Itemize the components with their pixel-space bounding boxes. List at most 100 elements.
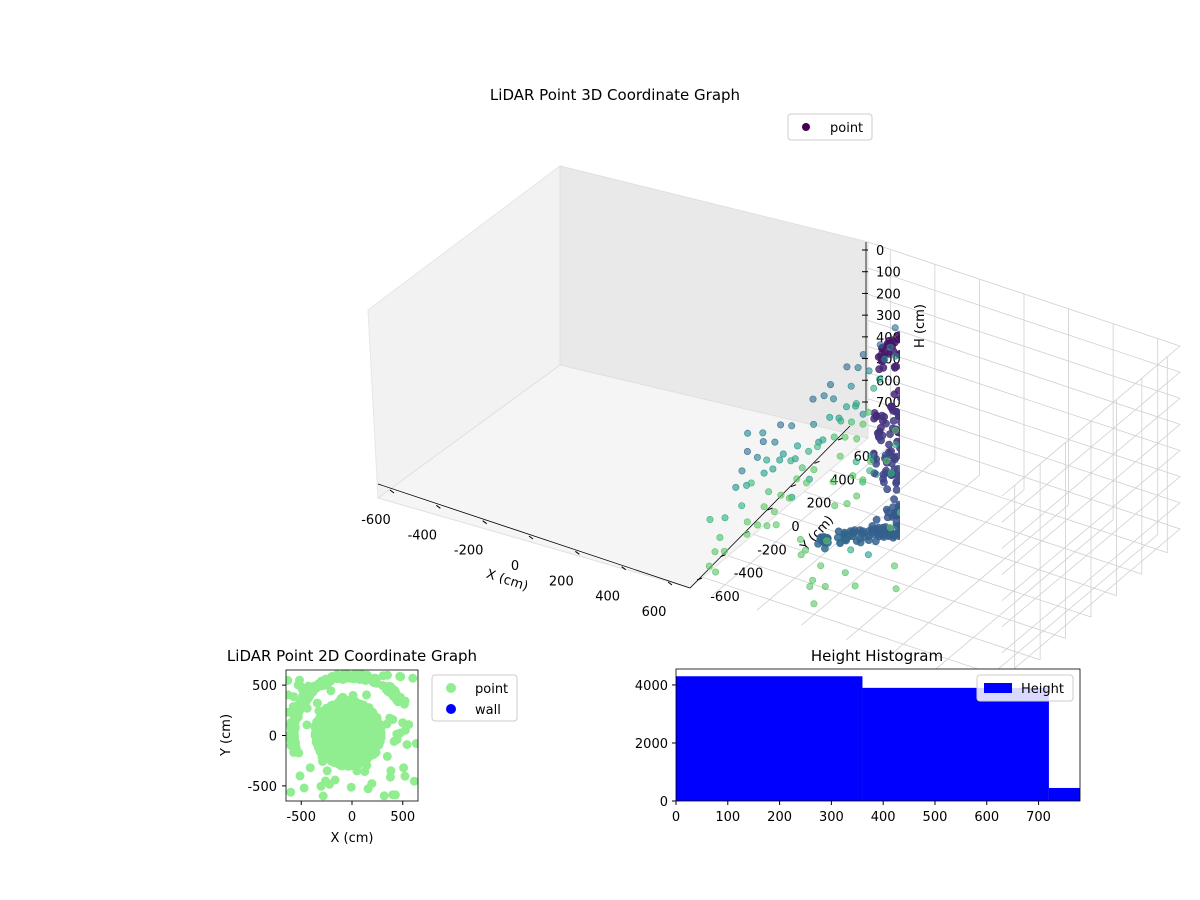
point-2d <box>312 698 322 708</box>
point-3d <box>922 506 929 513</box>
point-3d <box>810 420 818 428</box>
point-3d <box>904 500 911 507</box>
point-3d <box>910 500 917 507</box>
point-3d <box>912 508 919 515</box>
point-3d <box>915 481 922 488</box>
point-3d <box>1014 437 1021 444</box>
point-3d <box>958 462 965 469</box>
point-3d <box>982 478 989 485</box>
point-3d <box>954 524 961 531</box>
point-3d <box>973 506 979 512</box>
point-3d <box>928 475 935 482</box>
point-3d <box>960 423 967 430</box>
point-3d <box>931 447 938 454</box>
point-3d <box>1007 405 1014 412</box>
point-3d <box>945 483 952 490</box>
point-3d <box>899 507 900 511</box>
point-3d <box>993 364 1000 371</box>
point-3d <box>979 494 986 501</box>
point-3d <box>929 505 936 512</box>
point-3d <box>905 398 912 405</box>
point-2d <box>314 720 324 730</box>
point-3d <box>959 356 966 363</box>
point-3d <box>952 487 959 494</box>
point-3d <box>847 382 855 390</box>
point-3d <box>1000 478 1007 485</box>
point-3d <box>939 523 946 530</box>
point-3d <box>951 437 958 444</box>
point-2d <box>315 746 325 756</box>
point-3d <box>890 362 899 371</box>
point-3d <box>957 522 964 529</box>
point-3d <box>841 535 849 544</box>
point-3d <box>971 498 978 505</box>
point-3d <box>988 432 995 439</box>
point-3d <box>931 490 938 497</box>
point-3d <box>1027 404 1034 411</box>
grid-line <box>867 293 1181 549</box>
histogram-bar <box>1048 787 1080 801</box>
point-3d <box>897 419 900 427</box>
point-3d <box>986 369 993 376</box>
x-tick-label: -200 <box>454 544 484 559</box>
point-3d <box>930 435 937 442</box>
x-tick-label: 100 <box>715 810 740 825</box>
point-3d <box>1033 391 1040 398</box>
point-2d <box>324 705 334 715</box>
point-3d <box>1039 441 1045 447</box>
point-3d <box>938 491 945 498</box>
point-3d <box>923 379 929 385</box>
point-3d <box>934 493 941 500</box>
point-3d <box>787 457 795 465</box>
point-3d <box>903 511 910 518</box>
point-3d <box>1028 440 1035 447</box>
point-3d <box>945 467 952 474</box>
point-3d <box>958 418 965 425</box>
point-3d <box>986 474 993 481</box>
point-3d <box>974 480 981 487</box>
point-3d <box>999 432 1006 439</box>
point-2d <box>348 690 358 700</box>
point-3d <box>834 527 843 536</box>
point-3d <box>969 494 976 501</box>
point-3d <box>955 386 962 393</box>
point-3d <box>962 442 969 449</box>
point-3d <box>957 342 964 349</box>
point-3d <box>1023 429 1030 436</box>
point-3d <box>953 435 960 442</box>
point-3d <box>964 471 971 478</box>
point-3d <box>916 454 923 461</box>
point-3d <box>905 429 912 436</box>
point-3d <box>1017 432 1024 439</box>
point-3d <box>1033 408 1040 415</box>
point-3d <box>927 467 933 473</box>
point-3d <box>895 500 900 509</box>
x-tick <box>575 550 580 555</box>
point-3d <box>925 358 932 365</box>
point-3d <box>902 468 909 475</box>
point-3d <box>1005 452 1012 459</box>
point-3d <box>964 449 971 456</box>
point-3d <box>948 472 955 479</box>
point-3d <box>865 367 873 375</box>
point-3d <box>1021 358 1028 365</box>
point-3d <box>936 409 943 416</box>
point-3d <box>924 385 931 392</box>
point-3d <box>788 422 796 430</box>
point-3d <box>956 516 963 523</box>
point-3d <box>977 477 984 484</box>
point-3d <box>911 499 918 506</box>
point-3d <box>978 452 985 459</box>
point-3d <box>919 436 926 443</box>
point-3d <box>820 392 828 400</box>
point-2d <box>383 687 393 696</box>
point-3d <box>743 530 751 538</box>
point-2d <box>331 727 341 737</box>
point-3d <box>935 493 942 500</box>
point-3d <box>993 374 1000 381</box>
y-axis-line <box>689 425 851 589</box>
point-3d <box>1025 408 1032 415</box>
point-3d <box>1006 411 1013 418</box>
x-tick-label: 500 <box>390 810 415 825</box>
point-3d <box>946 432 953 439</box>
